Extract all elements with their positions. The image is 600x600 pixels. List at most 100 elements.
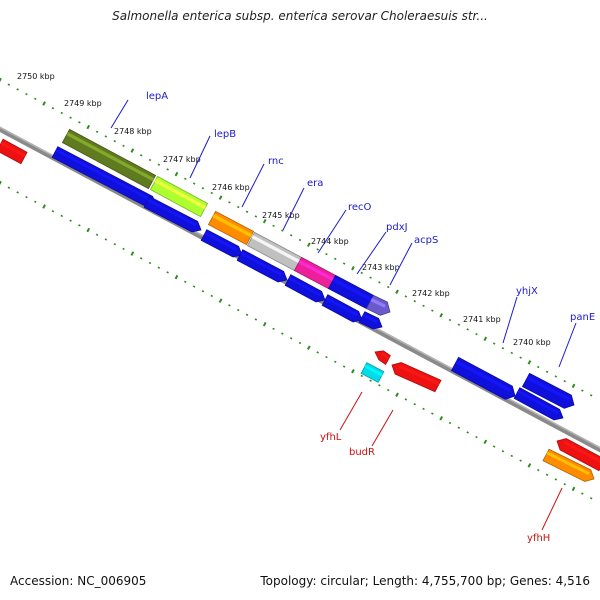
forward-gene-acpS [365, 294, 391, 316]
tick-minor [95, 130, 99, 133]
tick-minor [60, 111, 64, 115]
tick-minor [69, 219, 72, 222]
tick-major [42, 204, 46, 209]
tick-minor [166, 168, 169, 171]
tick-minor [325, 355, 328, 359]
tick-minor [581, 492, 584, 495]
tick-minor [210, 191, 214, 195]
tick-minor [581, 389, 584, 392]
tick-major [174, 274, 179, 280]
tick-minor [78, 121, 81, 124]
tick-major [306, 242, 311, 247]
tick-major [86, 227, 91, 233]
reverse-gene-unlabeled-highlight [381, 352, 390, 360]
reverse-gene-unlabeled-highlight [0, 141, 26, 158]
gene-label-panE: panE [570, 312, 595, 323]
tick-minor [342, 262, 346, 265]
tick-major [571, 383, 576, 389]
tick-minor [422, 407, 425, 411]
forward-gene-unlabeled-highlight [517, 389, 559, 414]
tick-minor [492, 445, 496, 448]
tick-minor [254, 215, 258, 218]
tick-minor [157, 266, 161, 269]
tick-minor [378, 281, 381, 284]
reverse-gene-yfhL [360, 362, 385, 383]
genome-summary-text: Topology: circular; Length: 4,755,700 bp… [260, 574, 590, 588]
forward-gene-lepB [149, 175, 209, 218]
tick-minor [378, 384, 381, 387]
reverse-gene-yfhH [542, 448, 595, 482]
tick-minor [519, 459, 522, 462]
forward-gene-lepA-highlight [66, 132, 155, 182]
tick-minor [334, 360, 337, 364]
tick-minor [431, 412, 434, 415]
tick-minor [104, 238, 108, 241]
tick-minor [228, 201, 231, 204]
forward-gene-yhjX [450, 356, 516, 400]
tick-minor [184, 280, 187, 284]
tick-minor [34, 97, 37, 101]
tick-minor [431, 309, 434, 312]
tick-minor [16, 88, 19, 91]
gene-label-pdxJ: pdxJ [386, 222, 408, 233]
tick-minor [457, 323, 461, 326]
tick-minor [122, 144, 125, 148]
tick-major [130, 148, 135, 153]
tick-label: 2744 kbp [311, 237, 349, 246]
tick-minor [369, 276, 372, 279]
forward-gene-unlabeled [200, 229, 243, 258]
forward-gene-recO-highlight [298, 260, 335, 282]
tick-minor [272, 224, 275, 228]
tick-minor [536, 365, 540, 369]
tick-minor [589, 394, 593, 397]
gene-label-budR: budR [349, 447, 375, 458]
tick-minor [60, 214, 64, 218]
tick-minor [184, 177, 187, 181]
forward-gene-unlabeled-highlight [288, 276, 321, 296]
tick-minor [457, 426, 461, 429]
tick-minor [201, 187, 205, 190]
tick-minor [316, 351, 319, 354]
tick-label: 2743 kbp [362, 263, 400, 272]
forward-gene-unlabeled-highlight [55, 148, 152, 201]
tick-minor [228, 304, 231, 307]
tick-minor [148, 261, 152, 265]
forward-gene-rnc [207, 210, 255, 246]
tick-minor [404, 398, 408, 401]
tick-label: 2742 kbp [412, 289, 450, 298]
tick-minor [245, 210, 249, 213]
tick-major [351, 368, 355, 374]
reverse-gene-unlabeled-body [374, 350, 391, 365]
tick-minor [254, 318, 258, 321]
gene-label-lepB: lepB [214, 129, 236, 140]
reverse-gene-unlabeled-body [556, 438, 600, 472]
leader-line-lepA [110, 99, 129, 129]
tick-minor [545, 473, 549, 476]
tick-minor [448, 318, 452, 322]
forward-gene-unlabeled-highlight [204, 231, 238, 251]
tick-major [351, 265, 355, 271]
leader-line-era [282, 187, 305, 231]
reverse-gene-yfhH-highlight [546, 451, 590, 475]
tick-label: 2748 kbp [114, 127, 152, 136]
leader-line-budR [371, 409, 394, 447]
leader-line-pdxJ [356, 231, 387, 275]
forward-gene-panE-highlight [526, 376, 570, 401]
tick-minor [554, 375, 558, 378]
forward-gene-unlabeled-highlight [147, 198, 197, 226]
tick-minor [16, 191, 19, 194]
tick-minor [475, 332, 478, 336]
tick-minor [360, 271, 364, 275]
tick-label: 2741 kbp [463, 315, 501, 324]
tick-minor [545, 370, 549, 373]
forward-gene-unlabeled [513, 387, 564, 421]
tick-major [0, 180, 2, 186]
tick-minor [316, 248, 319, 251]
tick-minor [7, 186, 11, 189]
tick-major [395, 289, 399, 295]
reverse-gene-unlabeled [0, 138, 28, 165]
tick-minor [210, 294, 214, 298]
tick-minor [413, 402, 416, 406]
tick-major [395, 392, 399, 398]
